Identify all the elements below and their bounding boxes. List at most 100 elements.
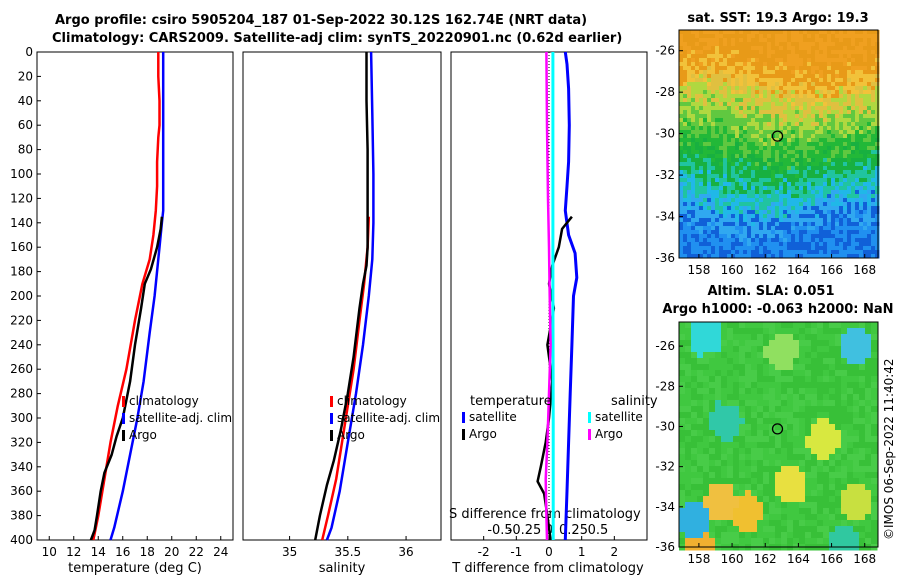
sla-map-cell xyxy=(847,508,854,515)
sst-map-cell xyxy=(767,186,772,191)
sst-map-cell xyxy=(715,234,720,239)
sst-map-cell xyxy=(839,218,844,223)
sst-map-cell xyxy=(851,54,856,59)
sst-map-cell xyxy=(847,34,852,39)
sst-map-cell xyxy=(767,214,772,219)
sst-map-cell xyxy=(819,110,824,115)
sst-map-cell xyxy=(703,54,708,59)
sst-map-cell xyxy=(735,254,740,259)
sst-map-cell xyxy=(799,58,804,63)
sst-map-cell xyxy=(723,198,728,203)
sst-map-cell xyxy=(739,194,744,199)
sst-map-cell xyxy=(871,206,876,211)
sla-map-cell xyxy=(835,496,842,503)
sst-map-cell xyxy=(699,182,704,187)
sst-map-cell xyxy=(683,98,688,103)
sst-map-cell xyxy=(707,210,712,215)
sst-map-cell xyxy=(711,178,716,183)
sst-map-cell xyxy=(703,246,708,251)
sst-map-cell xyxy=(819,182,824,187)
sst-map-cell xyxy=(751,102,756,107)
sst-map-cell xyxy=(811,198,816,203)
sst-map-cell xyxy=(687,82,692,87)
temperature-tick-label: 16 xyxy=(115,545,130,559)
sst-map-cell xyxy=(751,46,756,51)
sla-map-cell xyxy=(703,340,710,347)
sst-map-cell xyxy=(851,114,856,119)
sla-map-cell xyxy=(739,382,746,389)
sla-map-cell xyxy=(691,448,698,455)
sst-map-cell xyxy=(771,198,776,203)
sst-map-cell xyxy=(795,82,800,87)
sst-map-cell xyxy=(831,146,836,151)
sst-map-cell xyxy=(799,146,804,151)
sla-map-cell xyxy=(835,394,842,401)
sla-map-cell xyxy=(865,508,872,515)
sst-map-cell xyxy=(695,86,700,91)
sst-map-cell xyxy=(839,126,844,131)
sst-map-cell xyxy=(799,30,804,35)
sst-map-cell xyxy=(851,254,856,259)
sst-map-cell xyxy=(731,206,736,211)
sst-map-cell xyxy=(691,146,696,151)
sla-map-cell xyxy=(715,532,722,539)
sst-map-cell xyxy=(851,130,856,135)
sla-map-cell xyxy=(805,328,812,335)
sst-map-cell xyxy=(683,74,688,79)
sst-map-cell xyxy=(803,134,808,139)
sst-map-cell xyxy=(759,86,764,91)
sst-map-cell xyxy=(823,234,828,239)
sst-map-cell xyxy=(791,254,796,259)
sst-map-cell xyxy=(683,242,688,247)
sst-map-cell xyxy=(791,126,796,131)
sst-map-cell xyxy=(779,54,784,59)
sst-map-cell xyxy=(835,154,840,159)
sla-map-cell xyxy=(715,460,722,467)
sst-map-cell xyxy=(803,74,808,79)
sst-map-cell xyxy=(683,194,688,199)
sla-map-cell xyxy=(835,400,842,407)
sla-map-cell xyxy=(817,358,824,365)
sla-map-cell xyxy=(691,496,698,503)
sla-map-cell xyxy=(769,490,776,497)
sst-map-cell xyxy=(751,142,756,147)
sst-map-cell xyxy=(699,194,704,199)
sst-map-cell xyxy=(791,70,796,75)
sst-map-cell xyxy=(727,230,732,235)
sst-map-cell xyxy=(731,150,736,155)
sst-map-cell xyxy=(863,238,868,243)
sst-map-cell xyxy=(839,162,844,167)
sst-map-cell xyxy=(707,186,712,191)
sst-map-cell xyxy=(703,206,708,211)
sst-map-cell xyxy=(775,114,780,119)
sst-map-cell xyxy=(727,154,732,159)
sla-map-cell xyxy=(865,454,872,461)
sst-map-cell xyxy=(743,186,748,191)
sst-map-cell xyxy=(715,46,720,51)
sst-map-cell xyxy=(791,154,796,159)
sst-map-cell xyxy=(711,162,716,167)
sst-map-cell xyxy=(819,178,824,183)
sst-map-cell xyxy=(755,102,760,107)
sst-map-cell xyxy=(683,114,688,119)
sst-map-cell xyxy=(699,170,704,175)
sst-map-cell xyxy=(711,186,716,191)
sst-map-cell xyxy=(827,242,832,247)
sst-map-title: sat. SST: 19.3 Argo: 19.3 xyxy=(687,11,868,26)
sst-map-cell xyxy=(751,70,756,75)
sla-map-cell xyxy=(727,526,734,533)
sst-map-cell xyxy=(775,134,780,139)
sla-map-cell xyxy=(829,490,836,497)
sla-map-cell xyxy=(847,532,854,539)
sst-map-cell xyxy=(815,206,820,211)
sst-map-cell xyxy=(711,58,716,63)
sla-map-cell xyxy=(751,484,758,491)
sst-map-cell xyxy=(731,82,736,87)
sst-map-cell xyxy=(679,50,684,55)
sst-map-cell xyxy=(687,186,692,191)
sla-map-cell xyxy=(871,430,878,437)
sst-map-cell xyxy=(823,130,828,135)
sst-map-cell xyxy=(683,50,688,55)
sst-map-cell xyxy=(743,214,748,219)
sla-map-cell xyxy=(685,508,692,515)
